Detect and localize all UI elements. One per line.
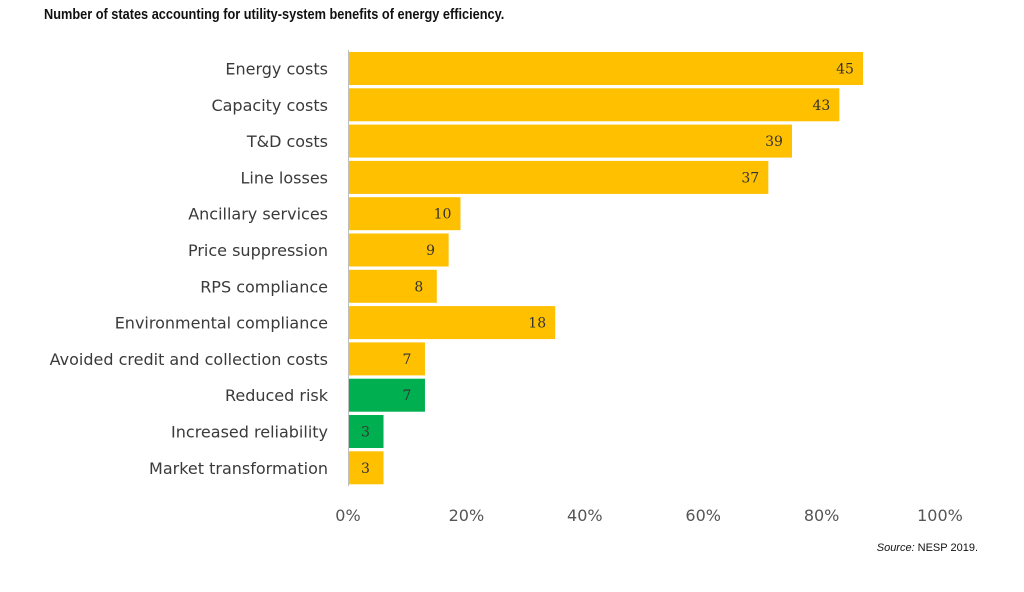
bar-rps-compliance	[348, 269, 437, 303]
category-labels-group: Energy costs Capacity costs T&D costs Line …	[50, 60, 329, 478]
category-label-reduced-risk: Reduced risk	[225, 386, 329, 405]
category-label-increased-reliability: Increased reliability	[171, 423, 328, 442]
x-tick-label-100: 100%	[917, 506, 963, 525]
bar-tandd-costs	[348, 124, 792, 158]
value-label-ancillary-services: 10	[434, 207, 452, 223]
bar-energy-costs	[348, 52, 864, 85]
bar-market-transformation	[348, 451, 384, 485]
value-label-energy-costs: 45	[836, 62, 854, 78]
bar-price-suppression	[348, 233, 449, 267]
category-label-tandd-costs: T&D costs	[246, 132, 328, 151]
value-label-capacity-costs: 43	[812, 98, 830, 114]
bar-ancillary-services	[348, 197, 461, 231]
value-label-market-transformation: 3	[361, 461, 370, 477]
x-tick-label-0: 0%	[335, 506, 360, 525]
category-label-environmental-compliance: Environmental compliance	[115, 314, 328, 333]
x-tick-label-80: 80%	[804, 506, 840, 525]
source-text: NESP 2019.	[917, 542, 978, 554]
x-tick-label-40: 40%	[567, 506, 603, 525]
value-label-rps-compliance: 8	[414, 279, 423, 295]
category-label-price-suppression: Price suppression	[188, 241, 328, 260]
value-labels-group: 45 43 39 37 10 9 8 18 7 7 3 3	[361, 62, 854, 477]
source-label: Source:	[876, 542, 915, 554]
value-label-environmental-compliance: 18	[528, 316, 546, 332]
value-label-reduced-risk: 7	[402, 388, 411, 404]
bar-environmental-compliance	[348, 306, 556, 340]
value-label-line-losses: 37	[741, 170, 759, 186]
value-label-tandd-costs: 39	[765, 134, 783, 150]
value-label-price-suppression: 9	[426, 243, 435, 259]
category-label-capacity-costs: Capacity costs	[211, 96, 328, 115]
bar-line-losses	[348, 160, 769, 194]
bar-reduced-risk	[348, 378, 425, 412]
category-label-line-losses: Line losses	[240, 168, 328, 187]
source-note: Source: NESP 2019.	[877, 542, 978, 554]
bar-increased-reliability	[348, 415, 384, 448]
value-label-increased-reliability: 3	[361, 425, 370, 441]
chart-title: Number of states accounting for utility-…	[44, 6, 505, 23]
x-tick-label-20: 20%	[449, 506, 485, 525]
bar-avoided-credit-and-collection-costs	[348, 342, 425, 376]
x-tick-labels-group: 0% 20% 40% 60% 80% 100%	[335, 506, 963, 525]
bars-group	[348, 52, 864, 485]
value-label-avoided-credit-and-collection-costs: 7	[402, 352, 411, 368]
category-label-rps-compliance: RPS compliance	[200, 277, 328, 296]
category-label-market-transformation: Market transformation	[149, 459, 328, 478]
x-tick-label-60: 60%	[685, 506, 721, 525]
category-label-ancillary-services: Ancillary services	[188, 205, 328, 224]
bar-capacity-costs	[348, 88, 840, 122]
category-label-energy-costs: Energy costs	[225, 60, 328, 79]
category-label-avoided-credit-and-collection-costs: Avoided credit and collection costs	[50, 350, 328, 369]
